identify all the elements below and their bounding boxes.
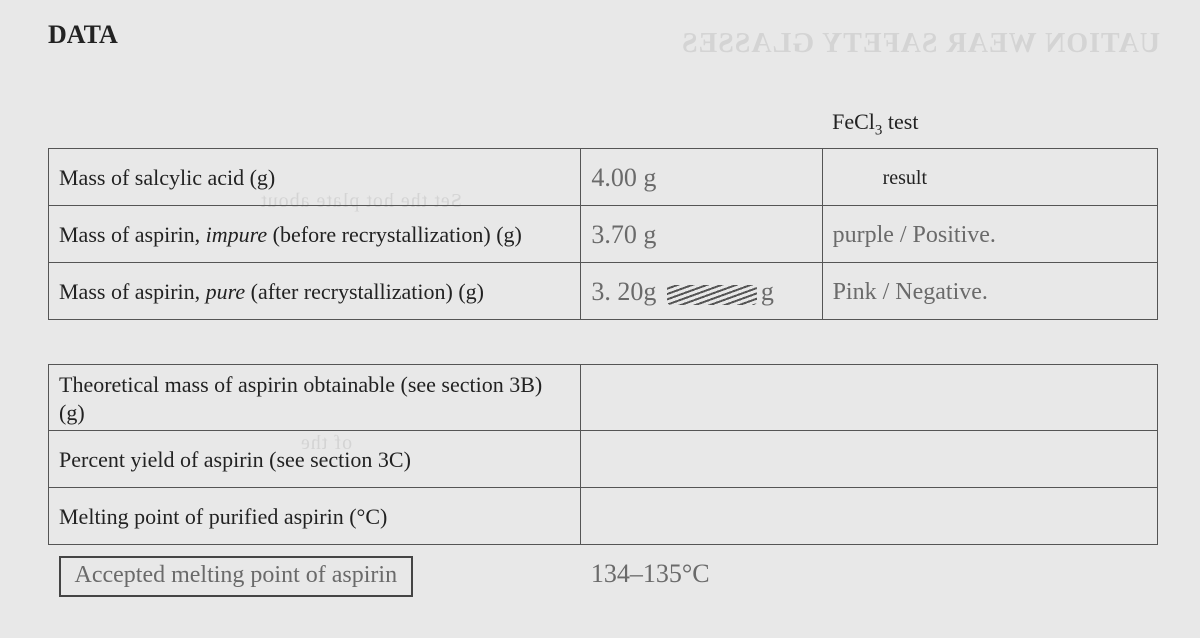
value-impure: 3.70 g <box>581 206 822 263</box>
label-theoretical: Theoretical mass of aspirin obtainable (… <box>49 365 581 431</box>
result-header-cell: result <box>822 149 1157 206</box>
hand-value: g <box>761 277 774 306</box>
result-impure: purple / Positive. <box>822 206 1157 263</box>
hand-result: purple / Positive. <box>833 222 996 248</box>
fecl3-label: FeCl <box>832 109 875 134</box>
value-pure: 3. 20g g <box>581 263 822 320</box>
spacer <box>49 320 1158 365</box>
row-accepted: Accepted melting point of aspirin 134–13… <box>49 545 1158 602</box>
accepted-label-box: Accepted melting point of aspirin <box>59 556 414 597</box>
label-accepted: Accepted melting point of aspirin <box>49 545 581 602</box>
row-pure: Mass of aspirin, pure (after recrystalli… <box>49 263 1158 320</box>
row-melting-point: Melting point of purified aspirin (°C) <box>49 488 1158 545</box>
value-accepted: 134–135°C <box>581 545 1158 602</box>
page-title: DATA <box>48 20 1158 50</box>
row-salicylic: Mass of salcylic acid (g) 4.00 g result <box>49 149 1158 206</box>
value-yield <box>581 431 1158 488</box>
row-impure: Mass of aspirin, impure (before recrysta… <box>49 206 1158 263</box>
data-sheet: DATA FeCl3 test Mass of salcylic acid (g… <box>48 20 1158 601</box>
hand-result: Pink / Negative. <box>833 279 988 305</box>
row-theoretical: Theoretical mass of aspirin obtainable (… <box>49 365 1158 431</box>
scratch-out <box>667 285 757 305</box>
hand-value: 3. 20g <box>591 277 663 306</box>
value-mp <box>581 488 1158 545</box>
label-text: Mass of aspirin, <box>59 222 206 247</box>
fecl3-tail: test <box>882 109 918 134</box>
label-em: impure <box>206 222 268 247</box>
value-theoretical <box>581 365 1158 431</box>
label-mp: Melting point of purified aspirin (°C) <box>49 488 581 545</box>
row-yield: Percent yield of aspirin (see section 3C… <box>49 431 1158 488</box>
data-table: FeCl3 test Mass of salcylic acid (g) 4.0… <box>48 98 1158 601</box>
label-em: pure <box>206 279 246 304</box>
label-yield: Percent yield of aspirin (see section 3C… <box>49 431 581 488</box>
result-pure: Pink / Negative. <box>822 263 1157 320</box>
hand-value: 4.00 g <box>591 163 656 192</box>
label-salicylic: Mass of salcylic acid (g) <box>49 149 581 206</box>
hand-value: 134–135°C <box>591 559 710 588</box>
label-pure: Mass of aspirin, pure (after recrystalli… <box>49 263 581 320</box>
hand-value: 3.70 g <box>591 220 656 249</box>
label-impure: Mass of aspirin, impure (before recrysta… <box>49 206 581 263</box>
label-text: Mass of aspirin, <box>59 279 206 304</box>
label-text: (before recrystallization) (g) <box>267 222 522 247</box>
label-text: (after recrystallization) (g) <box>245 279 484 304</box>
fecl3-header: FeCl3 test <box>822 98 1157 149</box>
value-salicylic: 4.00 g <box>581 149 822 206</box>
